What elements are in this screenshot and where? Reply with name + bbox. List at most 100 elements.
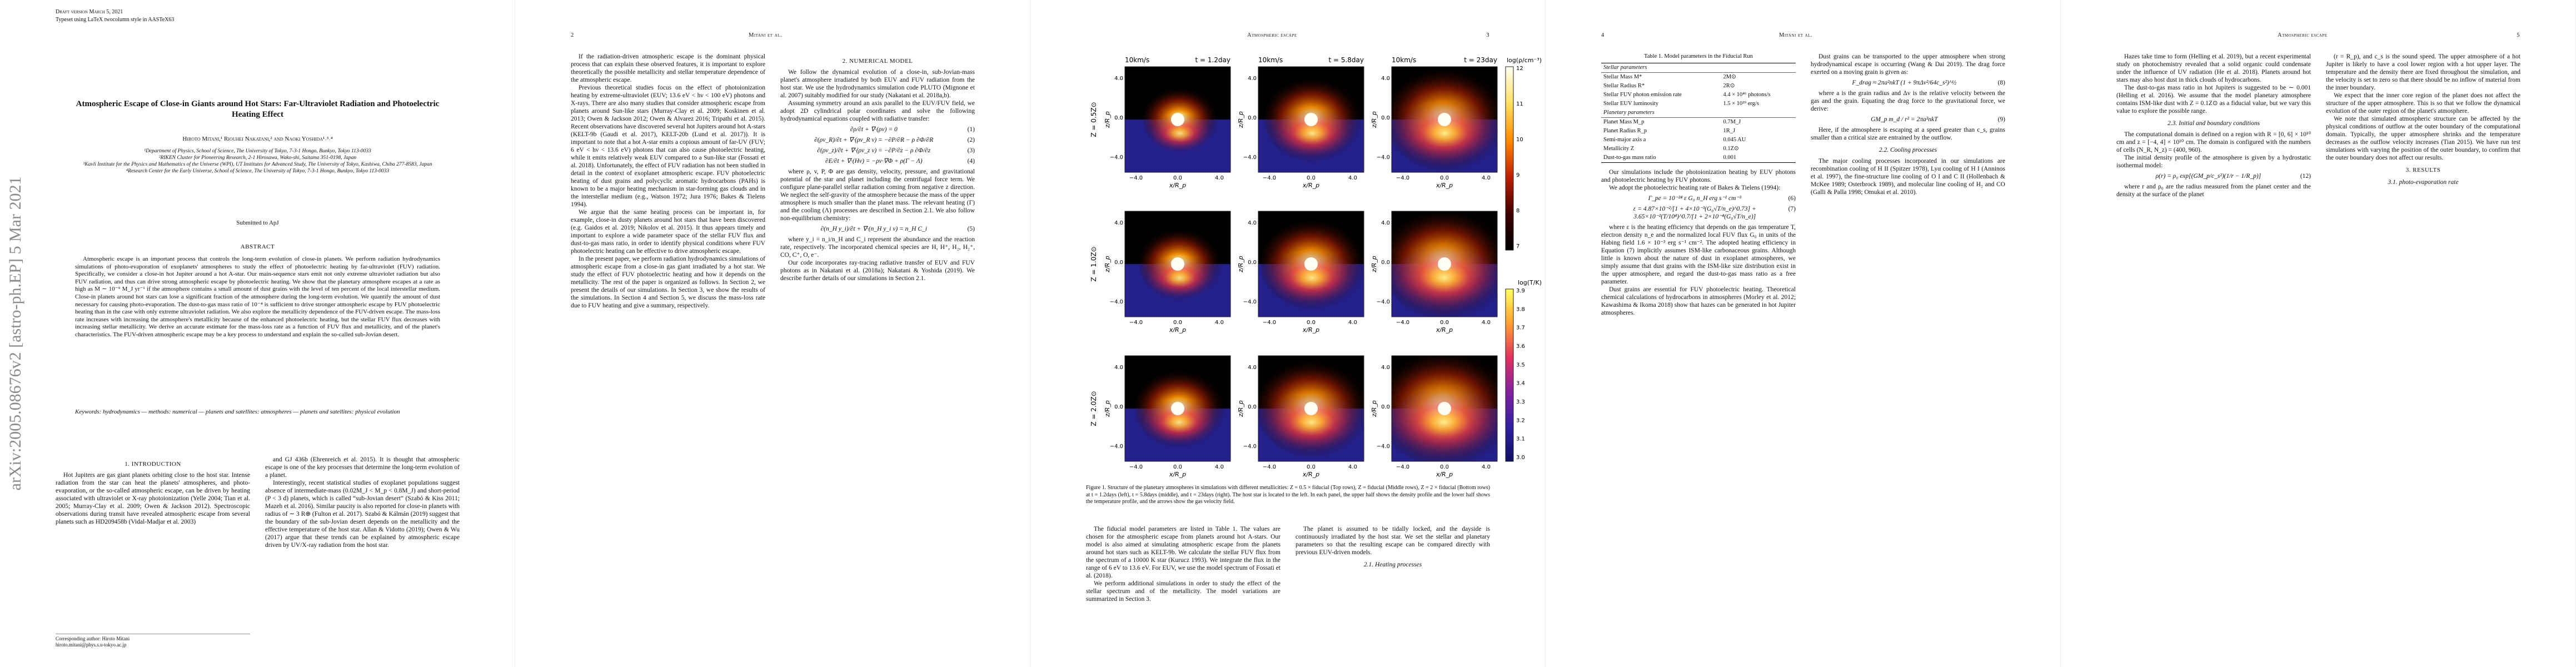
- affiliations: ¹Department of Physics, School of Scienc…: [61, 148, 454, 175]
- x-axis-label: x/R_p: [1302, 471, 1319, 478]
- temperature-glow: [1270, 250, 1363, 306]
- y-tick-label: −4.0: [1110, 155, 1123, 161]
- paragraph: where ρ, v, P, Φ are gas density, veloci…: [780, 168, 975, 222]
- paragraph: Interestingly, recent statistical studie…: [265, 480, 460, 549]
- velocity-label: 10km/s: [1258, 56, 1283, 64]
- running-head: Mitani et al.: [1779, 32, 1813, 38]
- equation-number: (5): [967, 226, 975, 232]
- page-number: 3: [1486, 32, 1489, 38]
- colorbar-tick: 3.3: [1516, 399, 1525, 405]
- equation-body: ∂(ρv_z)/∂t + ∇·(ρv_z v) = −∂P/∂z − ρ ∂Φ/…: [817, 147, 931, 154]
- x-tick-label: −4.0: [1263, 175, 1276, 181]
- equation-body: ∂(ρv_R)/∂t + ∇·(ρv_R v) = −∂P/∂R − ρ ∂Φ/…: [814, 137, 934, 143]
- paragraph: (r = R_p), and c_s is the sound speed. T…: [2326, 53, 2520, 91]
- paragraph: We perform additional simulations in ord…: [1086, 580, 1280, 603]
- colorbar-tick: 3.1: [1516, 436, 1525, 442]
- y-axis-label: z/R_p: [1371, 111, 1378, 128]
- y-tick-label: 4.0: [1248, 76, 1257, 82]
- y-axis-label: z/R_p: [1104, 400, 1111, 417]
- planet: [1171, 402, 1184, 415]
- text-column: 1. INTRODUCTION Hot Jupiters are gas gian…: [56, 456, 250, 650]
- panel: [1125, 356, 1230, 461]
- panel-frame: [1391, 66, 1498, 173]
- x-tick-label: 4.0: [1482, 320, 1491, 326]
- x-tick-label: −4.0: [1129, 175, 1143, 181]
- table-cell: Planet Mass M_p: [1603, 119, 1645, 125]
- equation: GM_p m_d / r² = 2πa²nkT (9): [1811, 116, 2005, 123]
- paragraph: Dust grains can be transported to the up…: [1811, 53, 2005, 76]
- colorbar-tick: 3.6: [1516, 344, 1525, 350]
- paragraph: The initial density profile of the atmos…: [2116, 155, 2311, 169]
- x-axis-label: x/R_p: [1169, 471, 1186, 478]
- y-axis-label: z/R_p: [1371, 400, 1378, 417]
- colorbar: [1505, 66, 1514, 251]
- text-column: The fiducial model parameters are listed…: [1086, 525, 1280, 650]
- y-tick-label: 0.0: [1381, 260, 1390, 266]
- equation-body: ∂(n_H y_i)/∂t + ∇·(n_H y_i v) = n_H C_i: [820, 226, 927, 232]
- abstract: Atmospheric escape is an important proce…: [75, 256, 440, 338]
- subsection-heading: 2.2. Cooling processes: [1879, 147, 1937, 153]
- planet: [1304, 402, 1318, 415]
- y-tick-label: 0.0: [1248, 404, 1257, 410]
- colorbar-tick: 11: [1516, 101, 1523, 107]
- colorbar-tick: 3.8: [1516, 306, 1525, 312]
- panel: [1392, 67, 1497, 172]
- x-tick-label: 0.0: [1307, 320, 1316, 326]
- table-cell: Dust-to-gas mass ratio: [1603, 155, 1656, 161]
- equation: ∂E/∂t + ∇·(Hv) = −ρv·∇Φ + ρ(Γ − Λ) (4): [780, 157, 975, 165]
- subsection-heading: 3.1. photo-evaporation rate: [2388, 179, 2459, 186]
- page-number: 5: [2517, 32, 2520, 38]
- abstract-heading: ABSTRACT: [240, 243, 275, 250]
- panel-frame: [1258, 211, 1364, 317]
- colorbar-label: log(T/K): [1518, 279, 1542, 286]
- temperature-glow: [1150, 113, 1217, 153]
- table-row: Planet Radius R_p 1R_J: [1601, 127, 1796, 136]
- x-axis-label: x/R_p: [1169, 182, 1186, 189]
- velocity-label: 10km/s: [1392, 56, 1416, 64]
- table-cell: 0.1Z⊙: [1723, 146, 1739, 152]
- table-row: Planetary parameters: [1601, 108, 1796, 118]
- paragraph: where y_i = n_i/n_H and C_i represent th…: [780, 236, 975, 258]
- y-axis-label: z/R_p: [1237, 256, 1244, 273]
- panel-frame: [1391, 355, 1498, 462]
- paragraph: where a is the grain radius and Δv is th…: [1811, 90, 2005, 112]
- equation-number: (12): [2300, 173, 2311, 180]
- panel-frame: [1391, 211, 1498, 317]
- equation: ∂ρ/∂t + ∇·(ρv) = 0 (1): [780, 126, 975, 133]
- paragraph: Our simulations include the photoionizat…: [1601, 169, 1796, 183]
- table-row: Metallicity Z 0.1Z⊙: [1601, 145, 1796, 153]
- panel-frame: [1258, 355, 1364, 462]
- x-tick-label: 4.0: [1348, 320, 1357, 326]
- y-tick-label: 0.0: [1381, 115, 1390, 121]
- planet: [1304, 113, 1318, 126]
- equation-body: GM_p m_d / r² = 2πa²nkT: [1871, 116, 1938, 123]
- x-tick-label: 4.0: [1482, 464, 1491, 470]
- panel-frame: [1124, 211, 1231, 317]
- colorbar-tick: 3.7: [1516, 325, 1525, 331]
- time-label: t = 1.2day: [1195, 56, 1230, 64]
- panel-frame: [1258, 66, 1364, 173]
- text-column: and GJ 436b (Ehrenreich et al. 2015). It…: [265, 456, 460, 650]
- row-label: Z = 2.0Z⊙: [1090, 391, 1098, 426]
- paragraph: Assuming symmetry around an axis paralle…: [780, 100, 975, 122]
- x-axis-label: x/R_p: [1302, 326, 1319, 334]
- equation: ρ(r) = ρ₀ exp[(GM_p/c_s²)(1/r − 1/R_p)] (…: [2116, 172, 2311, 180]
- x-tick-label: −4.0: [1396, 175, 1409, 181]
- temperature-glow: [1143, 398, 1223, 447]
- y-tick-label: 4.0: [1381, 220, 1390, 226]
- panel: [1258, 356, 1364, 461]
- paragraph: If the radiation-driven atmospheric esca…: [571, 53, 765, 83]
- panel: [1258, 67, 1364, 172]
- affiliation: ⁴Research Center for the Early Universe,…: [126, 168, 390, 174]
- panel-frame: [1124, 355, 1231, 462]
- y-tick-label: 4.0: [1381, 76, 1390, 82]
- colorbar-tick: 3.4: [1516, 381, 1525, 387]
- authors: Hiroto Mitani,¹ Riouhei Nakatani,² and N…: [182, 136, 333, 142]
- table-cell: 1R_J: [1723, 128, 1736, 134]
- equation: Γ_pe = 10⁻²⁴ ε G₀ n_H erg s⁻¹ cm⁻³ (6): [1601, 195, 1796, 202]
- colorbar-label: log(ρ/cm⁻³): [1507, 57, 1542, 64]
- equation-body: ∂E/∂t + ∇·(Hv) = −ρv·∇Φ + ρ(Γ − Λ): [825, 158, 923, 165]
- y-tick-label: 0.0: [1248, 260, 1257, 266]
- table-cell: 1.5 × 10²⁹ erg/s: [1723, 101, 1759, 107]
